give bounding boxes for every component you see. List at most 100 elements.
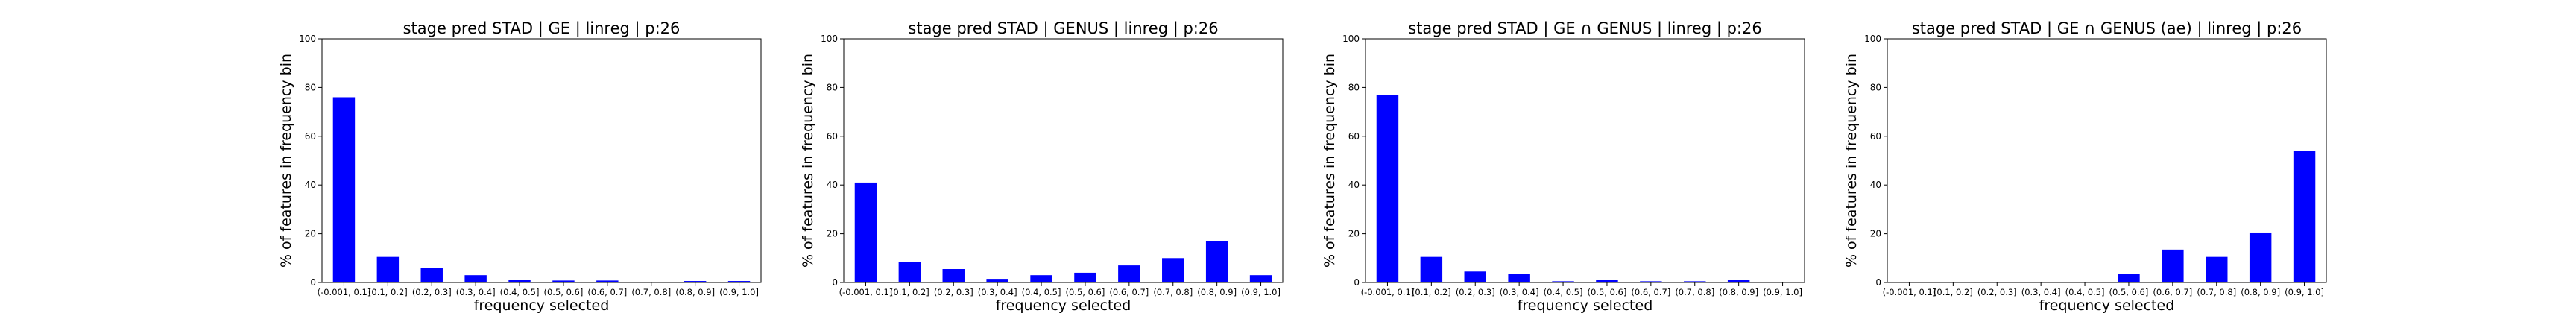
y-tick-label: 40 xyxy=(1870,180,1881,190)
y-tick-label: 80 xyxy=(305,82,316,92)
x-tick-label: (0.4, 0.5] xyxy=(2065,287,2105,297)
chart-title: stage pred STAD | GE | linreg | p:26 xyxy=(403,19,681,38)
bar xyxy=(986,279,1008,282)
axes-frame xyxy=(843,38,1284,283)
x-tick-label: (0.8, 0.9] xyxy=(1719,287,1758,297)
bar xyxy=(1552,281,1574,282)
x-tick-label: (-0.001, 0.1] xyxy=(318,287,371,297)
bar xyxy=(2293,151,2316,282)
x-tick-label: (0.9, 1.0] xyxy=(1763,287,1802,297)
x-tick-label: (0.6, 0.7] xyxy=(2153,287,2192,297)
x-tick-label: (0.7, 0.8] xyxy=(1153,287,1193,297)
x-tick-label: (0.6, 0.7] xyxy=(587,287,627,297)
x-tick-label: (0.1, 0.2] xyxy=(1412,287,1451,297)
bar xyxy=(552,280,575,282)
x-tick-label: (-0.001, 0.1] xyxy=(1361,287,1415,297)
chart-title: stage pred STAD | GE ∩ GENUS (ae) | linr… xyxy=(1912,19,2302,38)
chart-panel-1: 0 20 40 60 80 100 (-0.001, 0.1](0.1, 0.2] (0.2,… xyxy=(278,19,762,314)
bar xyxy=(332,97,356,282)
bar xyxy=(1118,265,1140,282)
x-tick-label: (0.2, 0.3] xyxy=(412,287,452,297)
bar xyxy=(420,268,443,282)
x-tick-label: (0.1, 0.2] xyxy=(890,287,929,297)
y-tick-label: 40 xyxy=(827,180,838,190)
x-tick-label: (0.7, 0.8] xyxy=(2197,287,2236,297)
x-tick-label: (0.8, 0.9] xyxy=(2241,287,2280,297)
bar xyxy=(942,269,965,282)
chart-panel-3: 0 20 40 60 80 100 (-0.001, 0.1](0.1, 0.2] (0.2,… xyxy=(1322,19,1805,314)
x-tick-label: (0.9, 1.0] xyxy=(719,287,759,297)
y-tick-label: 20 xyxy=(305,229,316,239)
bar xyxy=(854,182,877,282)
x-tick-label: (0.9, 1.0] xyxy=(2285,287,2324,297)
chart-panel-4: 0 20 40 60 80 100 (-0.001, 0.1](0.1, 0.2] (0.2,… xyxy=(1843,19,2327,314)
y-tick-label: 60 xyxy=(1870,131,1881,142)
y-tick-label: 100 xyxy=(1864,34,1881,44)
y-tick-label: 20 xyxy=(1348,229,1360,239)
x-tick-label: (0.3, 0.4] xyxy=(456,287,496,297)
bar xyxy=(464,275,487,282)
x-tick-label: (0.2, 0.3] xyxy=(1977,287,2017,297)
x-tick-label: (-0.001, 0.1] xyxy=(839,287,893,297)
bar xyxy=(2206,256,2228,282)
y-tick-label: 60 xyxy=(305,131,316,142)
bar xyxy=(1640,281,1662,282)
bar xyxy=(2162,249,2184,282)
x-tick-label: (0.5, 0.6] xyxy=(1066,287,1105,297)
x-axis-label: frequency selected xyxy=(996,297,1131,314)
x-tick-label: (0.5, 0.6] xyxy=(1588,287,1627,297)
y-tick-label: 0 xyxy=(832,277,838,288)
chart-title: stage pred STAD | GENUS | linreg | p:26 xyxy=(908,19,1218,38)
bar xyxy=(1684,281,1706,282)
x-tick-label: (0.4, 0.5] xyxy=(1022,287,1061,297)
y-tick-label: 60 xyxy=(1348,131,1360,142)
y-tick-label: 0 xyxy=(1354,277,1360,288)
bar xyxy=(1249,275,1272,282)
axes-frame xyxy=(1365,38,1805,283)
x-tick-label: (-0.001, 0.1] xyxy=(1883,287,1936,297)
x-tick-label: (0.2, 0.3] xyxy=(934,287,973,297)
y-axis-label: % of features in frequency bin xyxy=(1843,54,1860,268)
y-tick-label: 0 xyxy=(310,277,316,288)
x-tick-label: (0.8, 0.9] xyxy=(675,287,715,297)
x-axis-label: frequency selected xyxy=(2039,297,2175,314)
y-tick-label: 20 xyxy=(1870,229,1881,239)
y-tick-label: 100 xyxy=(1342,34,1360,44)
bar xyxy=(684,281,707,282)
y-tick-label: 0 xyxy=(1875,277,1881,288)
y-tick-label: 80 xyxy=(1348,82,1360,92)
y-tick-label: 20 xyxy=(827,229,838,239)
x-tick-label: (0.3, 0.4] xyxy=(1500,287,1539,297)
bar xyxy=(376,256,400,282)
bar xyxy=(1420,256,1443,282)
x-tick-label: (0.6, 0.7] xyxy=(1631,287,1670,297)
bar xyxy=(1464,271,1486,282)
x-tick-label: (0.5, 0.6] xyxy=(2109,287,2149,297)
bar xyxy=(727,281,751,282)
bar xyxy=(1205,241,1228,282)
x-tick-label: (0.9, 1.0] xyxy=(1241,287,1281,297)
axes-frame xyxy=(321,38,762,283)
x-tick-label: (0.6, 0.7] xyxy=(1109,287,1149,297)
x-tick-label: (0.7, 0.8] xyxy=(631,287,671,297)
bar xyxy=(2118,274,2140,282)
x-tick-label: (0.1, 0.2] xyxy=(1933,287,1973,297)
bar xyxy=(1030,275,1052,282)
bar xyxy=(1508,274,1530,282)
x-tick-label: (0.4, 0.5] xyxy=(1544,287,1583,297)
y-tick-label: 80 xyxy=(1870,82,1881,92)
x-tick-label: (0.4, 0.5] xyxy=(500,287,540,297)
y-tick-label: 100 xyxy=(299,34,316,44)
y-tick-label: 40 xyxy=(1348,180,1360,190)
x-axis-label: frequency selected xyxy=(474,297,610,314)
x-tick-label: (0.5, 0.6] xyxy=(544,287,584,297)
axes-frame xyxy=(1887,38,2327,283)
bar xyxy=(1727,280,1750,282)
y-tick-label: 100 xyxy=(821,34,838,44)
x-tick-label: (0.3, 0.4] xyxy=(978,287,1017,297)
bar xyxy=(2249,232,2272,282)
x-tick-label: (0.8, 0.9] xyxy=(1197,287,1237,297)
y-axis-label: % of features in frequency bin xyxy=(800,54,816,268)
x-tick-label: (0.1, 0.2] xyxy=(368,287,408,297)
